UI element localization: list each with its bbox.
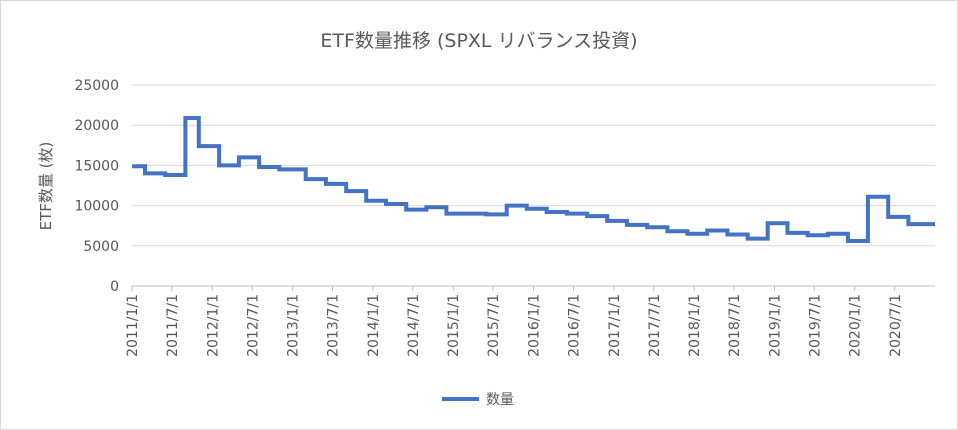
y-tick-label: 20000 bbox=[74, 118, 119, 134]
gridlines bbox=[132, 84, 935, 247]
y-tick-label: 5000 bbox=[83, 239, 119, 255]
series-line-0 bbox=[132, 116, 935, 243]
x-axis-ticks: 2011/1/1 2011/7/1 2012/1/1 2012/7/1 2013/1/1… bbox=[125, 286, 904, 357]
y-tick-label: 10000 bbox=[74, 199, 119, 215]
x-tick-label: 2017/7/1 bbox=[647, 294, 663, 357]
x-tick-label: 2019/1/1 bbox=[767, 294, 783, 357]
x-tick-label: 2015/1/1 bbox=[446, 294, 462, 357]
x-tick-label: 2020/1/1 bbox=[848, 294, 864, 357]
y-axis-ticks: 25000 20000 15000 10000 5000 0 bbox=[74, 78, 119, 295]
y-tick-label: 15000 bbox=[74, 158, 119, 174]
x-tick-label: 2013/7/1 bbox=[326, 294, 342, 357]
x-tick-label: 2012/7/1 bbox=[245, 294, 261, 357]
y-tick-label: 0 bbox=[110, 279, 119, 295]
x-tick-label: 2014/7/1 bbox=[406, 294, 422, 357]
y-axis-label: ETF数量 (枚) bbox=[37, 142, 55, 231]
x-tick-label: 2013/1/1 bbox=[286, 294, 302, 357]
x-tick-label: 2017/1/1 bbox=[607, 294, 623, 357]
x-tick-label: 2020/7/1 bbox=[888, 294, 904, 357]
x-tick-label: 2018/1/1 bbox=[687, 294, 703, 357]
x-tick-label: 2019/7/1 bbox=[807, 294, 823, 357]
x-tick-label: 2015/7/1 bbox=[486, 294, 502, 357]
series-group bbox=[132, 116, 935, 243]
legend-label: 数量 bbox=[486, 392, 514, 408]
chart-title: ETF数量推移 (SPXL リバランス投資) bbox=[320, 30, 637, 52]
x-tick-label: 2018/7/1 bbox=[727, 294, 743, 357]
x-tick-label: 2016/1/1 bbox=[527, 294, 543, 357]
x-tick-label: 2014/1/1 bbox=[366, 294, 382, 357]
x-tick-label: 2016/7/1 bbox=[567, 294, 583, 357]
x-tick-label: 2011/1/1 bbox=[125, 294, 141, 357]
y-tick-label: 25000 bbox=[74, 78, 119, 94]
legend: 数量 bbox=[442, 392, 514, 408]
x-tick-label: 2011/7/1 bbox=[165, 294, 181, 357]
x-tick-label: 2012/1/1 bbox=[205, 294, 221, 357]
